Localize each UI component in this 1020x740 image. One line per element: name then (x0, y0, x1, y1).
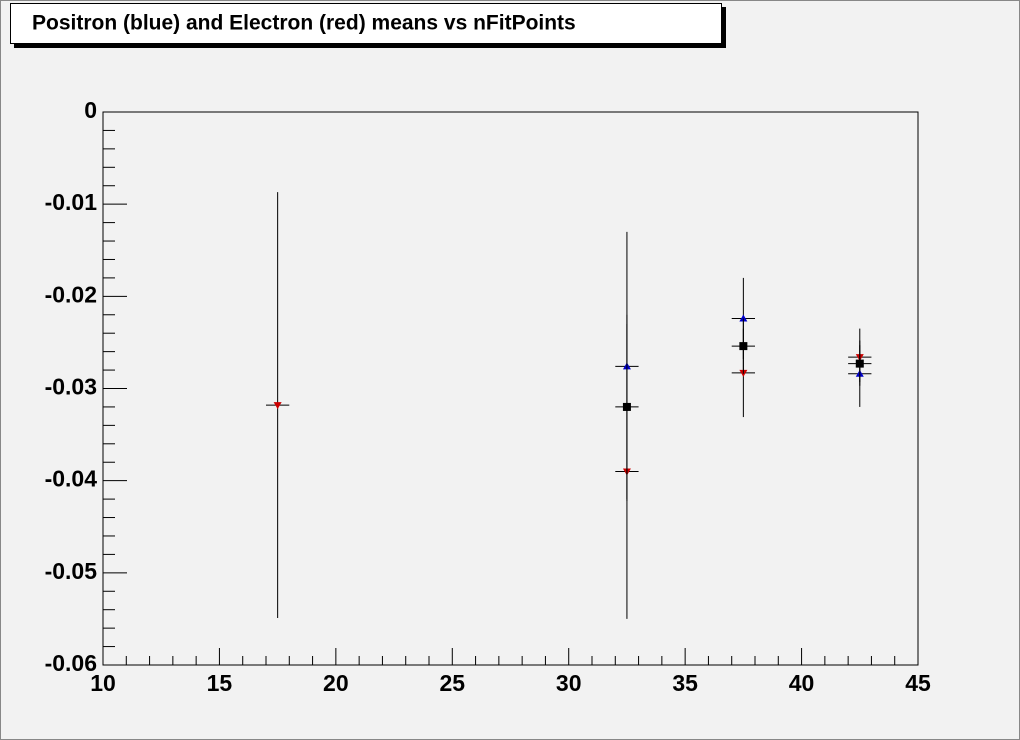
y-tick-label: -0.01 (45, 189, 98, 215)
x-tick-label: 25 (439, 670, 465, 696)
y-tick-label: -0.06 (45, 650, 97, 676)
y-tick-label: -0.05 (45, 558, 98, 584)
x-tick-label: 20 (323, 670, 349, 696)
marker (855, 359, 864, 368)
marker (622, 402, 631, 411)
chart-title: Positron (blue) and Electron (red) means… (32, 12, 576, 35)
y-tick-label: 0 (84, 97, 97, 123)
x-tick-label: 35 (672, 670, 698, 696)
x-tick-label: 10 (90, 670, 116, 696)
y-tick-label: -0.02 (45, 281, 97, 307)
marker (739, 342, 748, 351)
x-tick-label: 30 (556, 670, 582, 696)
y-tick-label: -0.04 (45, 466, 98, 492)
x-tick-label: 15 (207, 670, 233, 696)
marker (273, 402, 282, 410)
x-tick-label: 40 (789, 670, 815, 696)
y-tick-label: -0.03 (45, 374, 97, 400)
x-tick-label: 45 (905, 670, 931, 696)
title-box (10, 3, 722, 44)
marker (739, 314, 748, 322)
